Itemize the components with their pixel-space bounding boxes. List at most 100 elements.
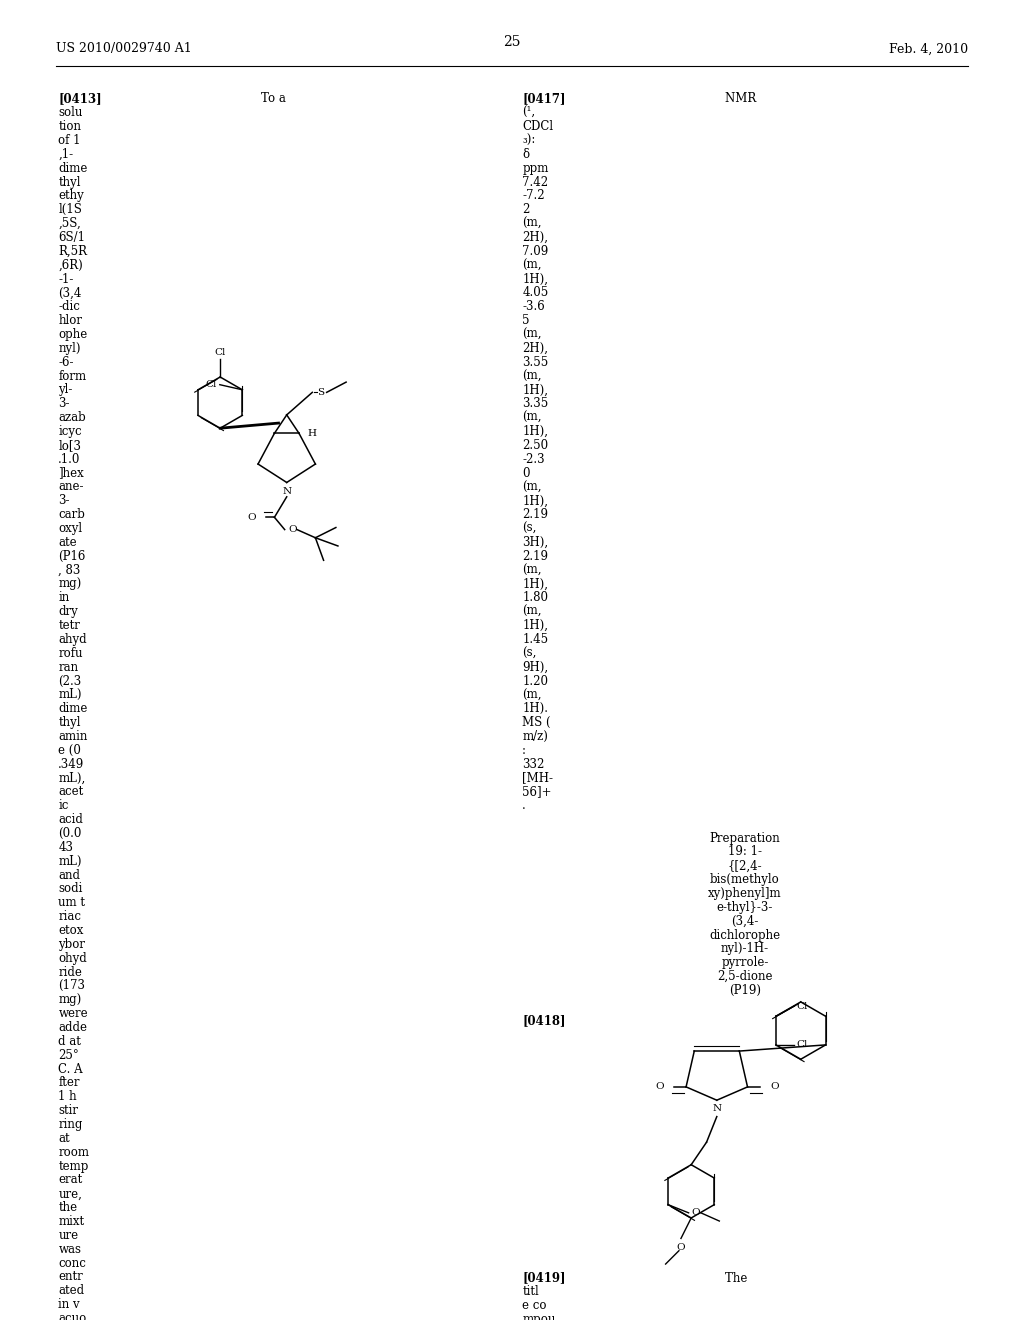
- Text: -6-: -6-: [58, 355, 74, 368]
- Text: (m,: (m,: [522, 327, 542, 341]
- Text: sodi: sodi: [58, 882, 83, 895]
- Text: NMR: NMR: [710, 92, 756, 106]
- Text: (2.3: (2.3: [58, 675, 82, 688]
- Text: (m,: (m,: [522, 480, 542, 494]
- Text: 1.20: 1.20: [522, 675, 548, 688]
- Text: .349: .349: [58, 758, 85, 771]
- Text: 2.19: 2.19: [522, 508, 548, 521]
- Text: mL): mL): [58, 688, 82, 701]
- Text: ₃):: ₃):: [522, 133, 536, 147]
- Text: O: O: [677, 1242, 685, 1251]
- Text: 1H),: 1H),: [522, 425, 548, 438]
- Text: 7.09: 7.09: [522, 244, 549, 257]
- Text: 0: 0: [522, 466, 529, 479]
- Text: ohyd: ohyd: [58, 952, 87, 965]
- Text: ,6R): ,6R): [58, 259, 83, 272]
- Text: ated: ated: [58, 1284, 85, 1298]
- Text: (m,: (m,: [522, 411, 542, 424]
- Text: dry: dry: [58, 605, 78, 618]
- Text: of 1: of 1: [58, 133, 81, 147]
- Text: ppm: ppm: [522, 161, 549, 174]
- Text: 1H),: 1H),: [522, 383, 548, 396]
- Text: 1H),: 1H),: [522, 494, 548, 507]
- Text: 4.05: 4.05: [522, 286, 549, 300]
- Text: mixt: mixt: [58, 1214, 85, 1228]
- Text: 3-: 3-: [58, 494, 70, 507]
- Text: stir: stir: [58, 1104, 79, 1117]
- Text: temp: temp: [58, 1159, 89, 1172]
- Text: tion: tion: [58, 120, 81, 133]
- Text: fter: fter: [58, 1076, 80, 1089]
- Text: [0413]: [0413]: [58, 92, 102, 106]
- Text: 2.50: 2.50: [522, 438, 549, 451]
- Text: riac: riac: [58, 909, 81, 923]
- Text: MS (: MS (: [522, 715, 551, 729]
- Text: ate: ate: [58, 536, 77, 549]
- Text: (P16: (P16: [58, 549, 86, 562]
- Text: (s,: (s,: [522, 521, 537, 535]
- Text: form: form: [58, 370, 86, 383]
- Text: -7.2: -7.2: [522, 189, 545, 202]
- Text: hlor: hlor: [58, 314, 82, 327]
- Text: .: .: [522, 799, 526, 812]
- Text: 2H),: 2H),: [522, 342, 548, 355]
- Text: Cl: Cl: [797, 1002, 808, 1011]
- Text: and: and: [58, 869, 80, 882]
- Text: 5: 5: [522, 314, 529, 327]
- Text: room: room: [58, 1146, 89, 1159]
- Text: Cl: Cl: [797, 1040, 808, 1049]
- Text: e-thyl}-3-: e-thyl}-3-: [717, 900, 773, 913]
- Text: -1-: -1-: [58, 272, 74, 285]
- Text: 2,5-dione: 2,5-dione: [717, 970, 773, 983]
- Text: (P19): (P19): [729, 983, 761, 997]
- Text: (¹,: (¹,: [522, 106, 536, 119]
- Text: adde: adde: [58, 1020, 87, 1034]
- Text: 2: 2: [522, 203, 529, 216]
- Text: (m,: (m,: [522, 605, 542, 618]
- Text: 2H),: 2H),: [522, 231, 548, 244]
- Text: was: was: [58, 1242, 81, 1255]
- Text: (s,: (s,: [522, 647, 537, 660]
- Text: l(1S: l(1S: [58, 203, 82, 216]
- Text: [0418]: [0418]: [522, 1014, 565, 1027]
- Text: tetr: tetr: [58, 619, 80, 632]
- Text: acid: acid: [58, 813, 83, 826]
- Text: 43: 43: [58, 841, 74, 854]
- Text: entr: entr: [58, 1270, 83, 1283]
- Text: (0.0: (0.0: [58, 826, 82, 840]
- Text: N: N: [713, 1105, 721, 1113]
- Text: titl: titl: [522, 1286, 539, 1299]
- Text: (3,4: (3,4: [58, 286, 82, 300]
- Text: 1.80: 1.80: [522, 591, 548, 605]
- Text: dichlorophe: dichlorophe: [710, 928, 780, 941]
- Text: 25: 25: [503, 34, 521, 49]
- Text: ic: ic: [58, 799, 69, 812]
- Text: 3.55: 3.55: [522, 355, 549, 368]
- Text: erat: erat: [58, 1173, 83, 1187]
- Text: 9H),: 9H),: [522, 660, 549, 673]
- Text: ,1-: ,1-: [58, 148, 74, 161]
- Text: ran: ran: [58, 660, 79, 673]
- Text: O: O: [289, 525, 297, 535]
- Text: 1H),: 1H),: [522, 619, 548, 632]
- Text: {[2,4-: {[2,4-: [728, 859, 762, 873]
- Text: 1H),: 1H),: [522, 272, 548, 285]
- Text: ybor: ybor: [58, 937, 85, 950]
- Text: (m,: (m,: [522, 370, 542, 383]
- Text: C. A: C. A: [58, 1063, 83, 1076]
- Text: (m,: (m,: [522, 216, 542, 230]
- Text: were: were: [58, 1007, 88, 1020]
- Text: solu: solu: [58, 106, 83, 119]
- Text: in v: in v: [58, 1298, 80, 1311]
- Text: 56]+: 56]+: [522, 785, 552, 799]
- Text: ring: ring: [58, 1118, 83, 1131]
- Text: δ: δ: [522, 148, 529, 161]
- Text: ride: ride: [58, 965, 82, 978]
- Text: yl-: yl-: [58, 383, 73, 396]
- Text: -3.6: -3.6: [522, 300, 545, 313]
- Text: nyl): nyl): [58, 342, 81, 355]
- Text: 1.45: 1.45: [522, 632, 549, 645]
- Text: thyl: thyl: [58, 176, 81, 189]
- Text: bis(methylo: bis(methylo: [710, 873, 780, 886]
- Text: :: :: [522, 743, 526, 756]
